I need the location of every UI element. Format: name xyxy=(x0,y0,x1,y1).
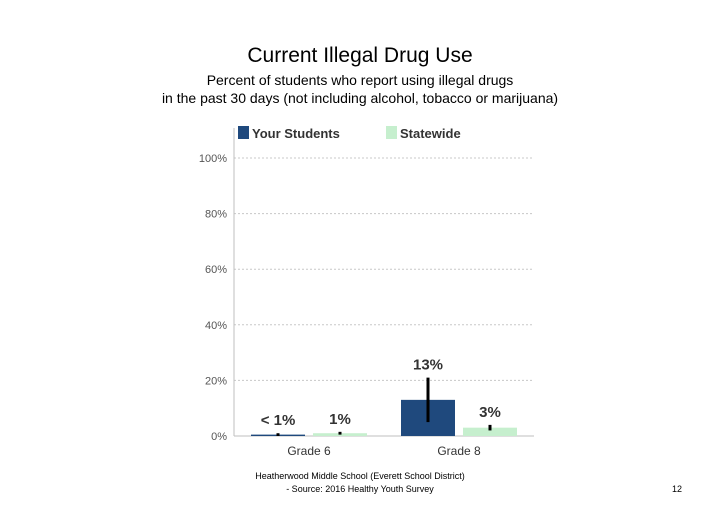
bar xyxy=(463,427,517,436)
y-tick-label: 60% xyxy=(205,264,227,276)
slide-subtitle: Percent of students who report using ill… xyxy=(0,71,720,107)
y-tick-label: 80% xyxy=(205,209,227,221)
footer-line-1: Heatherwood Middle School (Everett Schoo… xyxy=(255,471,465,481)
subtitle-line-1: Percent of students who report using ill… xyxy=(206,72,514,88)
data-label: 3% xyxy=(479,404,501,421)
subtitle-line-2: in the past 30 days (not including alcoh… xyxy=(161,90,559,106)
y-tick-label: 20% xyxy=(205,375,227,387)
legend-label-0: Your Students xyxy=(252,126,340,141)
source-footer: Heatherwood Middle School (Everett Schoo… xyxy=(200,470,520,496)
data-label: 13% xyxy=(413,357,443,374)
legend-swatch-0 xyxy=(238,126,249,139)
x-tick-label: Grade 8 xyxy=(437,444,481,458)
y-tick-label: 0% xyxy=(211,431,227,443)
slide-title: Current Illegal Drug Use xyxy=(247,44,473,67)
footer-line-2: - Source: 2016 Healthy Youth Survey xyxy=(286,484,434,494)
data-label: < 1% xyxy=(261,412,296,429)
page-number: 12 xyxy=(672,484,683,494)
data-label: 1% xyxy=(329,411,351,428)
y-tick-label: 100% xyxy=(199,153,227,165)
legend-swatch-1 xyxy=(386,126,397,139)
x-tick-label: Grade 6 xyxy=(287,444,331,458)
y-tick-label: 40% xyxy=(205,320,227,332)
legend-label-1: Statewide xyxy=(400,126,461,141)
